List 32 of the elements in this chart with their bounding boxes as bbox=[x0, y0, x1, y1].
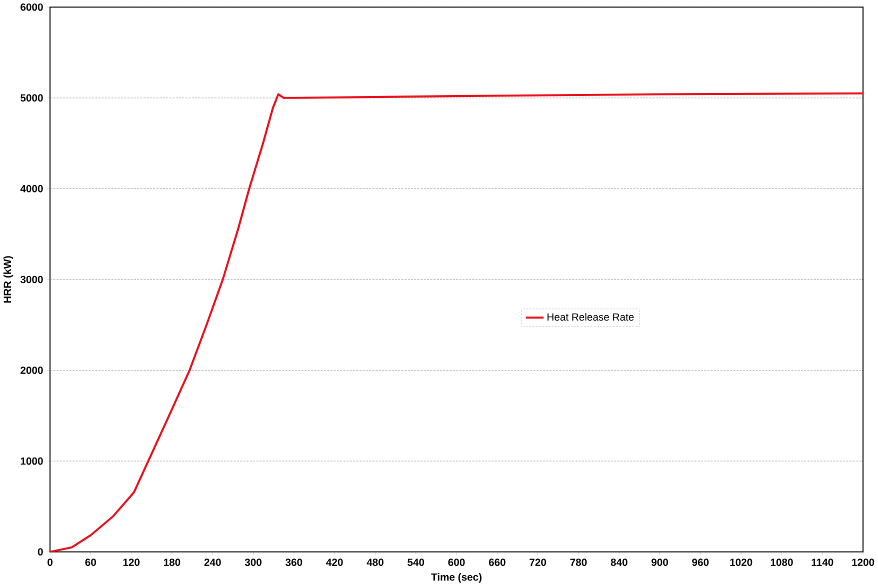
y-tick-label: 0 bbox=[38, 548, 43, 556]
y-tick-label: 2000 bbox=[20, 366, 43, 374]
line-series bbox=[50, 92, 864, 552]
y-tick-label: 4000 bbox=[20, 184, 43, 192]
x-tick-label: 1200 bbox=[852, 558, 874, 566]
x-tick-label: 420 bbox=[326, 558, 343, 566]
x-tick-label: 360 bbox=[286, 558, 302, 566]
x-tick-label: 720 bbox=[530, 558, 546, 566]
y-tick-label: 1000 bbox=[20, 457, 43, 465]
x-tick-label: 960 bbox=[692, 558, 709, 566]
x-tick-label: 0 bbox=[48, 558, 52, 566]
x-tick-label: 1140 bbox=[812, 558, 834, 566]
x-tick-label: 660 bbox=[488, 558, 506, 566]
y-axis-title: HRR (kW) bbox=[3, 256, 14, 303]
x-tick-label: 840 bbox=[610, 558, 628, 566]
x-tick-label: 240 bbox=[204, 558, 221, 566]
y-tick-label: 6000 bbox=[20, 3, 43, 11]
x-tick-label: 300 bbox=[244, 558, 262, 566]
x-tick-label: 120 bbox=[123, 558, 140, 566]
legend-label: Heat Release Rate bbox=[548, 313, 634, 321]
x-tick-label: 540 bbox=[408, 558, 424, 566]
x-tick-label: 60 bbox=[85, 558, 96, 566]
x-tick-label: 1080 bbox=[770, 558, 793, 566]
y-tick-label: 3000 bbox=[20, 276, 43, 284]
x-axis-title: Time (sec) bbox=[431, 573, 482, 583]
x-tick-label: 600 bbox=[448, 558, 465, 566]
x-tick-label: 1020 bbox=[730, 558, 752, 566]
x-tick-label: 180 bbox=[164, 558, 180, 566]
x-tick-label: 480 bbox=[366, 558, 384, 566]
x-tick-label: 900 bbox=[652, 558, 668, 566]
x-tick-label: 780 bbox=[570, 558, 587, 566]
y-tick-label: 5000 bbox=[20, 94, 43, 102]
